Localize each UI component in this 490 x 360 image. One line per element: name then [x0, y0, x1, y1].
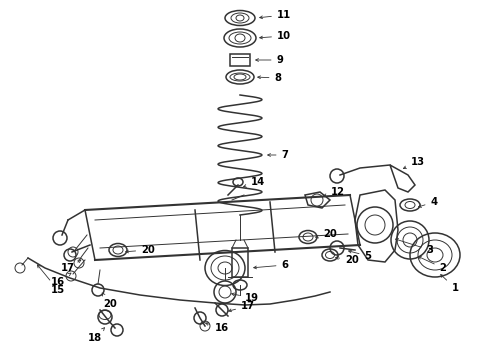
Text: 17: 17 [61, 260, 81, 273]
Text: 20: 20 [316, 229, 337, 239]
Text: 19: 19 [232, 293, 259, 303]
Text: 18: 18 [88, 328, 104, 343]
Text: 20: 20 [336, 255, 359, 265]
Text: 1: 1 [441, 275, 459, 293]
Text: 2: 2 [418, 256, 446, 273]
Text: 6: 6 [254, 260, 289, 270]
Text: 13: 13 [403, 157, 425, 168]
Text: 12: 12 [323, 187, 345, 197]
Text: 10: 10 [260, 31, 291, 41]
Text: 7: 7 [268, 150, 289, 160]
Text: 20: 20 [126, 245, 155, 255]
Text: 14: 14 [244, 177, 265, 187]
Text: 16: 16 [205, 323, 229, 333]
Text: 16: 16 [51, 273, 71, 287]
Text: 9: 9 [256, 55, 283, 65]
Text: 17: 17 [229, 301, 255, 312]
Text: 11: 11 [260, 10, 291, 20]
Text: 20: 20 [102, 293, 117, 309]
Text: 8: 8 [258, 73, 281, 83]
Bar [232, 248, 248, 277]
Text: 15: 15 [37, 265, 65, 295]
Text: 4: 4 [418, 197, 438, 207]
Text: 3: 3 [395, 239, 434, 255]
Text: 5: 5 [348, 250, 371, 261]
Bar [230, 54, 250, 66]
